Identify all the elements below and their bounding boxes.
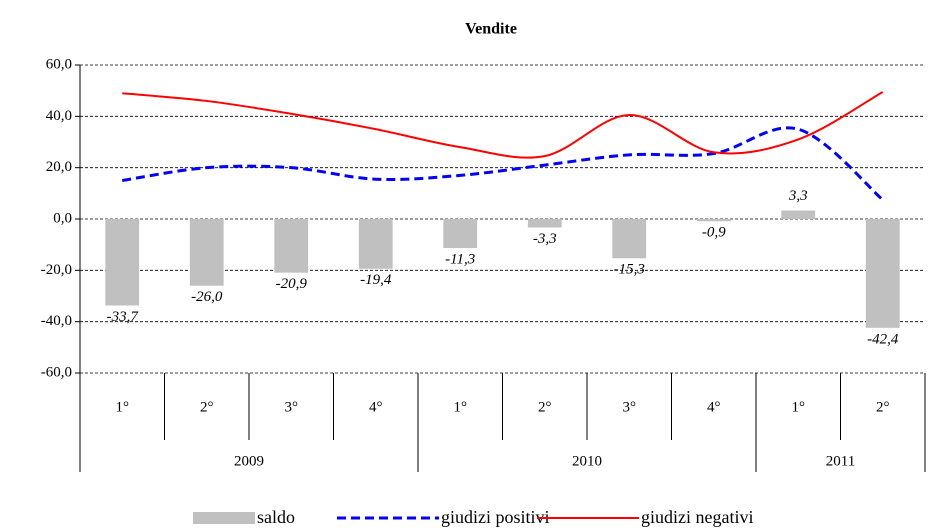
bar	[781, 210, 816, 219]
x-tick-label: 2°	[538, 399, 552, 415]
group-label: 2010	[572, 453, 602, 469]
y-tick-label: 60,0	[46, 56, 72, 72]
x-tick-label: 4°	[369, 399, 383, 415]
y-tick-label: -40,0	[41, 313, 72, 329]
legend-swatch	[193, 512, 255, 524]
x-tick-label: 2°	[200, 399, 214, 415]
bar	[612, 219, 647, 259]
value-label: -19,4	[360, 272, 392, 288]
value-label: -11,3	[445, 251, 475, 267]
value-label: -0,9	[702, 225, 726, 241]
bar	[105, 219, 140, 306]
group-label: 2011	[826, 453, 855, 469]
bar	[189, 219, 224, 286]
bar	[527, 219, 562, 228]
group-label: 2009	[234, 453, 264, 469]
value-label: -15,3	[614, 262, 645, 278]
legend-label: giudizi positivi	[441, 507, 550, 527]
bar	[865, 219, 900, 328]
bar	[358, 219, 393, 269]
y-tick-label: 20,0	[46, 159, 72, 175]
line	[122, 126, 884, 201]
x-tick-label: 2°	[876, 399, 890, 415]
x-tick-label: 4°	[707, 399, 721, 415]
value-label: -42,4	[867, 331, 899, 347]
bar	[443, 219, 478, 249]
y-tick-label: -20,0	[41, 262, 72, 278]
line	[122, 91, 884, 159]
y-tick-label: -60,0	[41, 364, 72, 380]
x-tick-label: 3°	[623, 399, 637, 415]
legend-label: saldo	[257, 507, 295, 527]
x-tick-label: 1°	[792, 399, 806, 415]
x-tick-label: 1°	[454, 399, 468, 415]
chart-title: Vendite	[465, 21, 517, 38]
value-label: -3,3	[533, 231, 557, 247]
y-tick-label: 40,0	[46, 108, 72, 124]
bar	[274, 219, 309, 273]
value-label: -20,9	[276, 276, 308, 292]
value-label: -26,0	[191, 289, 223, 305]
y-tick-label: 0,0	[53, 210, 72, 226]
value-label: -33,7	[107, 309, 140, 325]
bar	[696, 219, 731, 222]
value-label: 3,3	[788, 188, 808, 204]
x-tick-label: 1°	[116, 399, 130, 415]
x-tick-label: 3°	[285, 399, 299, 415]
legend-label: giudizi negativi	[641, 507, 753, 527]
